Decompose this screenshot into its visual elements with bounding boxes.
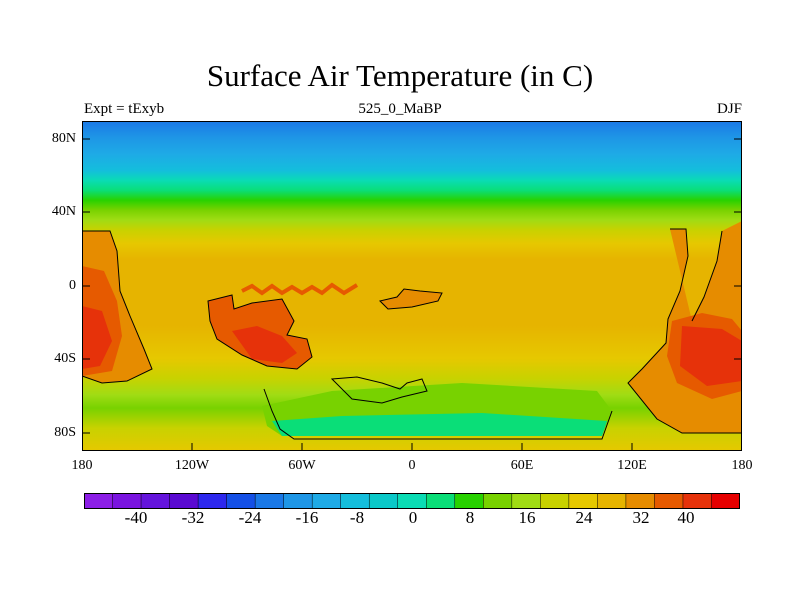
- colorbar-cell: [112, 493, 142, 509]
- colorbar-cell: [426, 493, 456, 509]
- lon-tick-label: 0: [408, 458, 416, 473]
- colorbar-tick-label: 16: [518, 508, 536, 527]
- colorbar-cell: [397, 493, 428, 509]
- colorbar-tick-label: 24: [575, 508, 593, 527]
- colorbar-cell: [654, 493, 684, 509]
- colorbar: [84, 493, 740, 509]
- east-inner-coastline: [691, 230, 723, 322]
- colorbar-tick-label: -40: [124, 508, 148, 527]
- colorbar-cell: [682, 493, 713, 509]
- lon-tick-label: 180: [731, 458, 753, 473]
- colorbar-cell: [597, 493, 627, 509]
- colorbar-cell: [283, 493, 313, 509]
- west-coastline: [82, 230, 153, 384]
- lon-tick-label: 120W: [174, 458, 210, 473]
- colorbar-cell: [368, 493, 399, 509]
- lon-tick-label: 120E: [617, 458, 647, 473]
- colorbar-cell: [169, 493, 199, 509]
- plot-title: Surface Air Temperature (in C): [206, 58, 594, 93]
- colorbar-cell: [483, 493, 513, 509]
- lon-tick-label: 60W: [288, 458, 316, 473]
- temperature-map: [82, 121, 742, 451]
- colorbar-cell: [454, 493, 485, 509]
- lat-tick-label: 0: [69, 278, 76, 293]
- east-land-hottest: [680, 326, 742, 386]
- central-land-hottest: [232, 326, 297, 363]
- colorbar-tick-label: -32: [181, 508, 205, 527]
- colorbar-cell: [711, 493, 740, 509]
- colorbar-cell: [254, 493, 285, 509]
- colorbar-tick-label: 0: [408, 508, 418, 527]
- colorbar-cell: [226, 493, 256, 509]
- lon-tick-label: 180: [71, 458, 93, 473]
- season-label: DJF: [716, 101, 742, 117]
- colorbar-tick-label: 8: [465, 508, 475, 527]
- colorbar-tick-label: -8: [349, 508, 365, 527]
- lat-tick-label: 80N: [51, 131, 76, 146]
- central-coastline: [207, 294, 313, 370]
- lat-tick-label: 80S: [54, 425, 76, 440]
- experiment-label: Expt = tExyb: [84, 101, 165, 117]
- colorbar-cell: [340, 493, 370, 509]
- colorbar-tick-label: -16: [295, 508, 319, 527]
- lat-tick-label: 40S: [54, 351, 76, 366]
- colorbar-cell: [311, 493, 342, 509]
- colorbar-cell: [511, 493, 542, 509]
- colorbar-cell: [540, 493, 570, 509]
- lat-tick-label: 40N: [51, 204, 76, 219]
- tick-marks: [82, 138, 742, 451]
- zigzag-feature: [241, 282, 359, 296]
- east-coastline: [627, 228, 742, 434]
- colorbar-cell: [84, 493, 114, 509]
- antarctic-coastline: [263, 388, 613, 440]
- equatorial-island: [379, 288, 443, 310]
- southern-island-outline: [330, 376, 428, 404]
- antarctic-coast-cold: [272, 413, 607, 436]
- colorbar-tick-label: 40: [677, 508, 695, 527]
- colorbar-cell: [625, 493, 656, 509]
- lon-tick-label: 60E: [510, 458, 534, 473]
- west-land-hottest: [82, 306, 112, 369]
- run-label: 525_0_MaBP: [358, 101, 442, 117]
- colorbar-cell: [568, 493, 599, 509]
- colorbar-cell: [197, 493, 228, 509]
- colorbar-tick-label: 32: [632, 508, 650, 527]
- colorbar-cell: [140, 493, 171, 509]
- colorbar-tick-label: -24: [238, 508, 262, 527]
